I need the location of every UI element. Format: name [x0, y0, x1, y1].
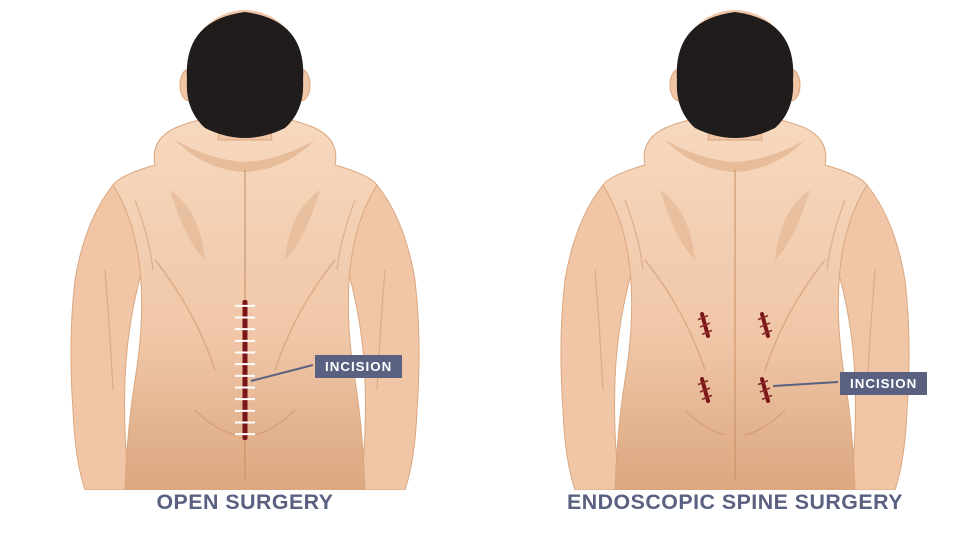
- male-back-illustration: [525, 10, 945, 490]
- caption-open: OPEN SURGERY: [156, 490, 333, 515]
- figure-open: INCISION: [0, 0, 490, 490]
- male-back-illustration: [35, 10, 455, 490]
- panel-open-surgery: INCISION OPEN SURGERY: [0, 0, 490, 557]
- comparison-container: INCISION OPEN SURGERY: [0, 0, 980, 557]
- panel-endoscopic-surgery: INCISION ENDOSCOPIC SPINE SURGERY: [490, 0, 980, 557]
- incision-label: INCISION: [315, 355, 402, 378]
- figure-endoscopic: INCISION: [490, 0, 980, 490]
- caption-endoscopic: ENDOSCOPIC SPINE SURGERY: [567, 490, 903, 515]
- incision-label: INCISION: [840, 372, 927, 395]
